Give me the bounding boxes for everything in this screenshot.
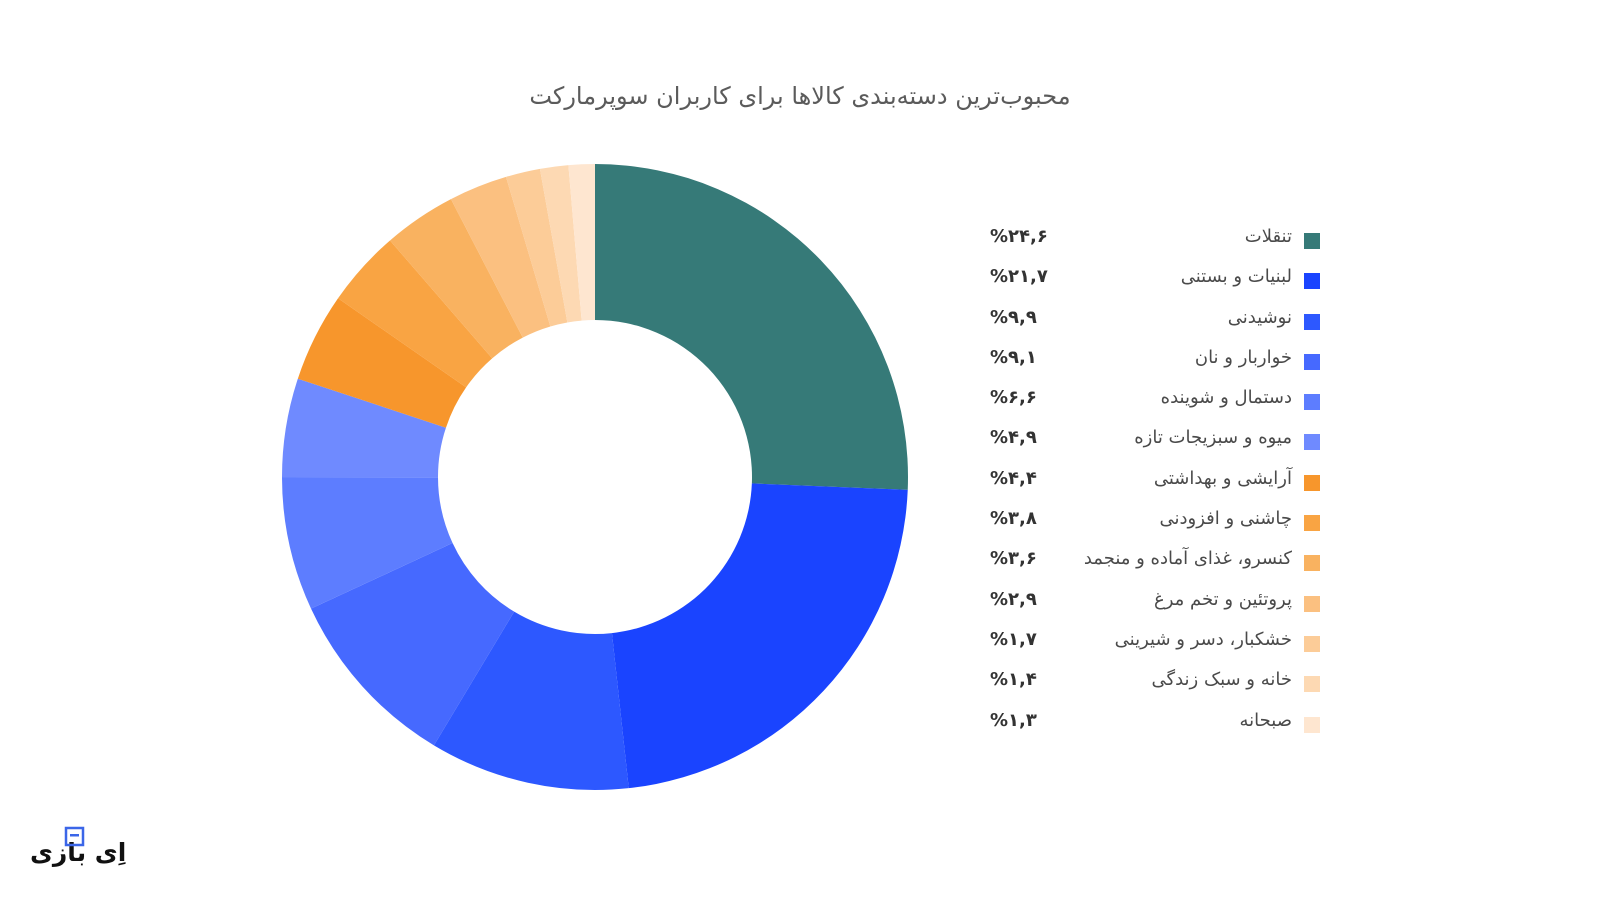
- donut-slice-5: [282, 477, 453, 609]
- legend-item: صبحانه %۱,۳: [990, 706, 1320, 746]
- donut-slice-7: [297, 298, 467, 428]
- legend-label: خانه و سبک زندگی: [1151, 669, 1292, 691]
- legend-label: لبنیات و بستنی: [1180, 266, 1292, 288]
- legend-value: %۶,۶: [990, 387, 1037, 409]
- donut-slice-12: [539, 165, 582, 323]
- donut-slice-2: [611, 483, 908, 789]
- donut-slice-3: [433, 611, 629, 790]
- donut-slice-4: [311, 543, 515, 746]
- legend-item: میوه و سبزیجات تازه %۴,۹: [990, 423, 1320, 463]
- legend-value: %۲,۹: [990, 588, 1037, 610]
- legend-item: چاشنی و افزودنی %۳,۸: [990, 504, 1320, 544]
- donut-slice-1: [595, 164, 908, 490]
- legend-item: کنسرو، غذای آماده و منجمد %۳,۶: [990, 544, 1320, 584]
- legend-swatch: [1304, 555, 1320, 572]
- legend-swatch: [1304, 273, 1320, 290]
- legend-value: %۳,۸: [990, 508, 1037, 530]
- legend-item: لبنیات و بستنی %۲۱,۷: [990, 262, 1320, 302]
- legend-swatch: [1304, 676, 1320, 693]
- donut-slice-10: [450, 176, 551, 338]
- legend-item: خشکبار، دسر و شیرینی %۱,۷: [990, 625, 1320, 665]
- legend-item: تنقلات %۲۴,۶: [990, 222, 1320, 262]
- legend-swatch: [1304, 233, 1320, 249]
- legend-value: %۱,۳: [990, 709, 1037, 731]
- legend-value: %۳,۶: [990, 548, 1037, 570]
- legend-item: آرایشی و بهداشتی %۴,۴: [990, 464, 1320, 504]
- legend-swatch: [1304, 515, 1320, 532]
- donut-slice-8: [338, 240, 493, 388]
- legend-label: آرایشی و بهداشتی: [1153, 467, 1292, 489]
- legend-item: دستمال و شوینده %۶,۶: [990, 383, 1320, 423]
- legend-label: کنسرو، غذای آماده و منجمد: [1083, 548, 1292, 570]
- legend-value: %۹,۱: [990, 346, 1037, 368]
- legend-item: خواربار و نان %۹,۱: [990, 343, 1320, 383]
- legend-label: نوشیدنی: [1227, 306, 1292, 328]
- donut-slice-6: [282, 378, 446, 478]
- legend-swatch: [1304, 635, 1320, 652]
- legend-swatch: [1304, 595, 1320, 612]
- legend-label: دستمال و شوینده: [1160, 387, 1292, 409]
- legend-label: چاشنی و افزودنی: [1159, 508, 1292, 530]
- legend-value: %۹,۹: [990, 306, 1037, 328]
- legend-swatch: [1304, 313, 1320, 330]
- legend-swatch: [1304, 353, 1320, 370]
- logo-text: اِی بازی: [30, 838, 127, 867]
- legend-value: %۴,۴: [990, 467, 1037, 489]
- legend-swatch: [1304, 394, 1320, 411]
- legend-label: خواربار و نان: [1194, 346, 1292, 368]
- donut-slice-9: [389, 199, 523, 359]
- legend: تنقلات %۲۴,۶ لبنیات و بستنی %۲۱,۷ نوشیدنی %۹,…: [990, 222, 1320, 746]
- logo-mark-icon: [64, 826, 85, 847]
- legend-value: %۲۱,۷: [990, 266, 1048, 288]
- legend-swatch: [1304, 716, 1320, 733]
- donut-slice-13: [568, 164, 595, 321]
- legend-item: خانه و سبک زندگی %۱,۴: [990, 665, 1320, 705]
- donut-slice-11: [506, 168, 568, 327]
- legend-item: پروتئین و تخم مرغ %۲,۹: [990, 585, 1320, 625]
- legend-label: پروتئین و تخم مرغ: [1154, 588, 1292, 610]
- legend-label: خشکبار، دسر و شیرینی: [1114, 628, 1292, 650]
- legend-label: تنقلات: [1244, 226, 1292, 247]
- legend-item: نوشیدنی %۹,۹: [990, 303, 1320, 343]
- legend-label: میوه و سبزیجات تازه: [1134, 427, 1292, 449]
- site-logo: اِی بازی: [30, 826, 126, 872]
- legend-value: %۲۴,۶: [990, 226, 1048, 247]
- legend-value: %۱,۷: [990, 628, 1037, 650]
- legend-label: صبحانه: [1239, 709, 1292, 731]
- legend-value: %۴,۹: [990, 427, 1037, 449]
- legend-swatch: [1304, 434, 1320, 451]
- chart-title: محبوب‌ترین دسته‌بندی کالاها برای کاربران…: [529, 82, 1071, 110]
- legend-value: %۱,۴: [990, 669, 1037, 691]
- legend-swatch: [1304, 474, 1320, 491]
